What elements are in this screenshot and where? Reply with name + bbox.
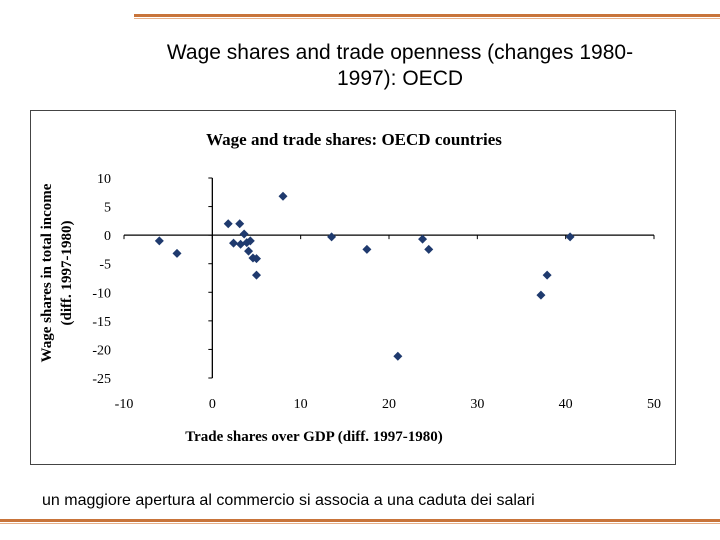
x-tick-label: 10	[294, 397, 308, 412]
chart-axes	[124, 178, 654, 378]
slide-caption: un maggiore apertura al commercio si ass…	[42, 492, 535, 509]
chart-figure: Wage and trade shares: OECD countries 10…	[30, 110, 676, 465]
data-point	[245, 236, 255, 246]
y-axis-title-line1: Wage shares in total income	[39, 183, 55, 362]
y-tick-label: 5	[104, 201, 111, 216]
bottom-rule-thin	[0, 523, 720, 524]
y-axis-title-line2: (diff. 1997-1980)	[59, 221, 75, 326]
data-point	[418, 234, 428, 244]
data-point	[172, 248, 182, 258]
y-tick-label: -5	[99, 258, 111, 273]
data-point	[393, 351, 403, 361]
x-tick-label: 0	[209, 397, 216, 412]
y-tick-label: -10	[92, 286, 111, 301]
y-tick-label: -25	[92, 372, 111, 387]
data-point	[223, 219, 233, 229]
x-axis-title: Trade shares over GDP (diff. 1997-1980)	[185, 429, 442, 445]
bottom-rule	[0, 519, 720, 522]
x-tick-label: 30	[470, 397, 484, 412]
x-tick-label: -10	[115, 397, 134, 412]
x-axis-ticks: -10 0 10 20 30 40 50	[115, 235, 661, 412]
data-points	[154, 191, 575, 361]
y-tick-label: -20	[92, 343, 111, 358]
data-point	[244, 246, 254, 256]
y-axis-ticks: 10 5 0 -5 -10 -15 -20 -25	[92, 172, 213, 387]
data-point	[424, 244, 434, 254]
chart-title: Wage and trade shares: OECD countries	[206, 130, 502, 149]
y-tick-label: 0	[104, 229, 111, 244]
data-point	[565, 232, 575, 242]
x-tick-label: 20	[382, 397, 396, 412]
top-rule-gap	[0, 13, 134, 20]
y-tick-label: 10	[97, 172, 111, 187]
data-point	[536, 290, 546, 300]
data-point	[327, 232, 337, 242]
x-tick-label: 40	[559, 397, 573, 412]
data-point	[542, 270, 552, 280]
y-tick-label: -15	[92, 315, 111, 330]
slide-title-line2: 1997): OECD	[336, 67, 464, 90]
slide-title-line1: Wage shares and trade openness (changes …	[166, 41, 634, 64]
data-point	[362, 244, 372, 254]
data-point	[239, 229, 249, 239]
x-tick-label: 50	[647, 397, 661, 412]
data-point	[252, 270, 261, 280]
scatter-chart: Wage and trade shares: OECD countries 10…	[39, 130, 661, 445]
data-point	[229, 238, 239, 248]
data-point	[235, 219, 245, 229]
top-rule-thin	[0, 18, 720, 19]
top-rule	[0, 14, 720, 17]
slide-title: Wage shares and trade openness (changes …	[100, 40, 700, 92]
data-point	[154, 236, 164, 246]
data-point	[278, 191, 288, 201]
